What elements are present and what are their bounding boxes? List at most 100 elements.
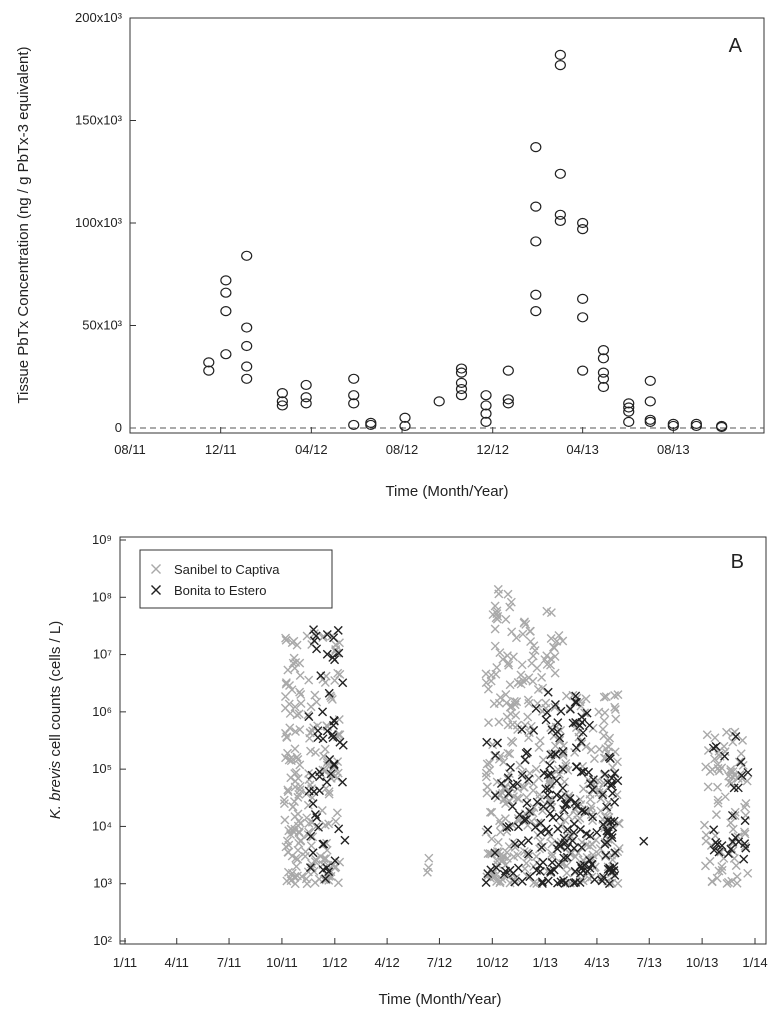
data-point-sanibel (720, 792, 730, 802)
data-point-sanibel (724, 771, 734, 781)
data-point-sanibel (527, 658, 537, 668)
data-point-bonita (556, 792, 566, 802)
data-point-sanibel (331, 816, 341, 826)
data-point-a (597, 367, 610, 378)
data-point-sanibel (529, 878, 539, 888)
data-point-sanibel (705, 767, 715, 777)
data-point-sanibel (535, 736, 545, 746)
data-point-sanibel (335, 730, 345, 740)
data-point-a (241, 322, 253, 333)
data-point-bonita (584, 767, 594, 777)
data-point-bonita (581, 829, 591, 839)
data-point-bonita (578, 728, 588, 738)
data-point-sanibel (731, 861, 741, 871)
plot-frame-b (119, 536, 767, 945)
data-point-sanibel (281, 635, 291, 645)
data-point-a (530, 236, 542, 247)
data-point-sanibel (293, 754, 303, 764)
data-point-sanibel (290, 873, 300, 883)
data-point-bonita (504, 789, 514, 799)
data-point-sanibel (717, 763, 727, 773)
data-point-sanibel (281, 753, 291, 763)
data-point-bonita (308, 848, 318, 858)
data-point-sanibel (301, 847, 311, 857)
data-point-sanibel (304, 818, 314, 828)
data-point-bonita (717, 841, 727, 851)
data-point-sanibel (528, 651, 538, 661)
data-point-bonita (587, 859, 597, 869)
data-point-bonita (548, 813, 558, 823)
data-point-sanibel (546, 633, 556, 643)
data-point-bonita (743, 767, 753, 777)
data-point-bonita (333, 625, 343, 635)
data-point-bonita (600, 769, 610, 779)
data-point-sanibel (734, 757, 744, 767)
data-point-sanibel (281, 678, 291, 688)
data-point-sanibel (493, 611, 503, 621)
x-tick-label-b: 7/12 (427, 955, 452, 970)
data-point-bonita (536, 827, 546, 837)
data-point-sanibel (481, 768, 491, 778)
data-point-sanibel (503, 720, 513, 730)
data-point-sanibel (325, 691, 335, 701)
data-point-sanibel (722, 727, 732, 737)
data-point-sanibel (600, 708, 610, 718)
data-point-sanibel (550, 652, 560, 662)
data-point-sanibel (324, 789, 334, 799)
data-point-bonita (576, 737, 586, 747)
data-point-sanibel (306, 702, 316, 712)
data-point-sanibel (286, 830, 296, 839)
data-point-a (399, 412, 411, 423)
data-point-sanibel (328, 769, 338, 779)
data-point-a (554, 168, 566, 179)
data-point-sanibel (519, 618, 529, 628)
data-point-bonita (741, 843, 751, 853)
data-point-sanibel (580, 708, 590, 718)
legend-x-sanibel (151, 564, 161, 574)
data-point-sanibel (542, 606, 552, 616)
data-point-bonita (324, 867, 334, 877)
data-point-bonita (338, 777, 347, 787)
data-point-bonita (552, 776, 562, 786)
data-point-sanibel (513, 724, 523, 734)
x-tick-label-a: 12/11 (205, 442, 237, 457)
data-point-sanibel (523, 695, 533, 705)
data-point-sanibel (570, 747, 580, 757)
data-point-sanibel (481, 678, 491, 688)
data-point-sanibel (279, 795, 289, 805)
data-point-sanibel (502, 826, 512, 836)
data-point-sanibel (292, 640, 302, 650)
data-point-bonita (491, 863, 501, 873)
data-point-bonita (569, 819, 579, 829)
data-point-bonita (490, 791, 500, 801)
data-point-sanibel (588, 850, 598, 860)
marks-a (203, 49, 728, 433)
data-point-sanibel (288, 802, 298, 812)
data-point-sanibel (701, 836, 711, 846)
data-point-bonita (536, 818, 546, 828)
data-point-bonita (590, 875, 600, 885)
data-point-sanibel (613, 690, 623, 700)
data-point-bonita (483, 825, 493, 835)
data-point-sanibel (551, 741, 560, 751)
data-point-sanibel (598, 787, 608, 797)
data-point-a (241, 373, 253, 384)
data-point-bonita (310, 810, 320, 820)
data-point-bonita (318, 865, 328, 875)
data-point-bonita (577, 712, 587, 722)
data-point-bonita (531, 703, 541, 713)
data-point-bonita (602, 802, 612, 812)
data-point-sanibel (283, 785, 293, 795)
data-point-sanibel (295, 836, 305, 846)
data-point-sanibel (302, 813, 312, 823)
data-point-sanibel (711, 810, 721, 820)
data-point-a (667, 418, 679, 429)
data-point-bonita (327, 730, 337, 740)
data-point-sanibel (585, 789, 595, 799)
data-point-sanibel (286, 773, 296, 783)
data-point-bonita (607, 867, 617, 877)
data-point-sanibel (514, 678, 524, 688)
data-point-bonita (517, 724, 527, 734)
data-point-sanibel (732, 878, 742, 888)
